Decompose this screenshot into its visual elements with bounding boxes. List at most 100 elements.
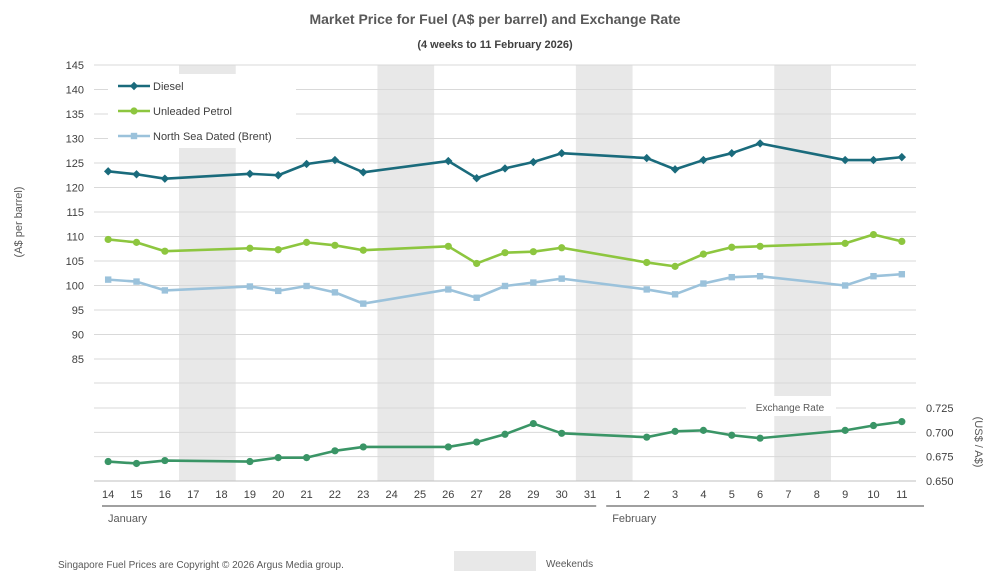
x-tick-label: 10 (867, 489, 879, 501)
unleaded-petrol-point (728, 243, 736, 251)
exchange-rate-point (558, 429, 566, 437)
north-sea-dated-brent-point (870, 272, 877, 280)
north-sea-dated-brent-point (898, 271, 906, 278)
y-tick-label: 115 (66, 207, 84, 219)
x-tick-label: 21 (300, 489, 312, 501)
diesel-point (444, 156, 453, 166)
month-label: January (108, 513, 148, 525)
exchange-rate-point (444, 443, 452, 451)
north-sea-dated-brent-point (756, 272, 764, 280)
weekends-legend-swatch (454, 551, 536, 571)
exchange-rate-point (161, 456, 169, 465)
north-sea-dated-brent-point (303, 282, 310, 290)
north-sea-dated-brent-point (473, 294, 480, 301)
x-tick-label: 29 (527, 489, 539, 501)
north-sea-dated-brent-point (246, 283, 254, 290)
x-tick-label: 8 (814, 489, 820, 501)
north-sea-dated-brent-point (331, 289, 339, 296)
exchange-rate-point (869, 421, 878, 430)
exchange-rate-point (104, 457, 112, 466)
north-sea-dated-brent-point (671, 291, 679, 298)
chart-title: Market Price for Fuel (A$ per barrel) an… (309, 11, 680, 27)
diesel-point (160, 174, 170, 183)
diesel-point (699, 155, 708, 165)
legend-label-diesel: Diesel (153, 81, 184, 93)
x-tick-label: 15 (130, 489, 142, 501)
diesel-point (727, 149, 736, 158)
y-tick-label: 120 (66, 183, 84, 195)
chart-subtitle: (4 weeks to 11 February 2026) (417, 39, 573, 51)
unleaded-petrol-point (302, 238, 311, 246)
exchange-rate-point (529, 419, 537, 428)
exchange-rate-label-bg (746, 396, 836, 416)
unleaded-petrol-point (558, 244, 566, 252)
diesel-point (557, 149, 566, 158)
legend-label-north-sea-dated-brent: North Sea Dated (Brent) (153, 131, 272, 143)
diesel-point (529, 157, 538, 167)
x-tick-label: 2 (644, 489, 650, 501)
x-tick-label: 7 (785, 489, 791, 501)
x-tick-label: 30 (556, 489, 568, 501)
north-sea-dated-brent-point (643, 286, 650, 293)
x-tick-label: 17 (187, 489, 199, 501)
y-tick-label: 100 (66, 281, 84, 293)
diesel-point (245, 169, 255, 178)
y-tick-label: 135 (66, 109, 84, 121)
unleaded-petrol-point (331, 241, 339, 249)
diesel-point (132, 170, 141, 179)
diesel-point (330, 155, 340, 165)
diesel-point (359, 168, 368, 177)
unleaded-petrol-point (246, 244, 254, 252)
unleaded-petrol-point (643, 258, 651, 267)
x-tick-label: 1 (615, 489, 621, 501)
north-sea-dated-brent-point (501, 282, 509, 290)
unleaded-petrol-point (359, 246, 367, 254)
legend-marker-north-sea-dated-brent (130, 132, 138, 140)
weekend-band (377, 65, 435, 481)
x-tick-label: 23 (357, 489, 369, 501)
exchange-rate-point (728, 431, 736, 439)
diesel-point (755, 139, 765, 148)
x-tick-label: 5 (729, 489, 735, 501)
exchange-rate-point (756, 434, 764, 442)
unleaded-petrol-point (898, 237, 906, 245)
y-tick-label: 105 (66, 256, 84, 268)
x-tick-label: 18 (215, 489, 227, 501)
unleaded-petrol-point (132, 238, 141, 246)
x-tick-label: 11 (896, 489, 907, 501)
legend-marker-unleaded-petrol (130, 107, 138, 115)
north-sea-dated-brent-point (133, 278, 140, 285)
unleaded-petrol-point (473, 259, 481, 268)
unleaded-petrol-point (274, 246, 282, 254)
north-sea-dated-brent-point (530, 279, 537, 286)
exchange-rate-point (898, 418, 906, 426)
weekend-band (774, 65, 831, 481)
north-sea-dated-brent-point (558, 275, 565, 282)
exchange-rate-point (699, 426, 708, 434)
weekend-band (575, 65, 633, 481)
unleaded-petrol-point (444, 242, 452, 250)
north-sea-dated-brent-point (360, 300, 367, 307)
north-sea-dated-brent-point (728, 273, 735, 281)
x-tick-label: 25 (414, 489, 426, 501)
x-tick-label: 6 (757, 489, 763, 501)
y2-tick-label: 0.725 (926, 403, 954, 415)
exchange-rate-point (473, 438, 481, 446)
weekends-legend-label: Weekends (546, 559, 593, 570)
north-sea-dated-brent-point (445, 286, 452, 293)
y2-tick-label: 0.675 (926, 452, 954, 464)
footnote: Singapore Fuel Prices are Copyright © 20… (58, 560, 344, 571)
x-tick-label: 22 (329, 489, 341, 501)
y-tick-label: 85 (72, 354, 84, 366)
x-tick-label: 19 (244, 489, 256, 501)
unleaded-petrol-point (756, 242, 764, 250)
exchange-rate-point (841, 426, 849, 434)
north-sea-dated-brent-point (275, 287, 282, 295)
x-tick-label: 31 (584, 489, 596, 501)
x-tick-label: 16 (159, 489, 171, 501)
unleaded-petrol-point (104, 235, 112, 244)
exchange-rate-point (132, 459, 141, 468)
north-sea-dated-brent-point (104, 276, 112, 283)
unleaded-petrol-point (699, 250, 708, 258)
